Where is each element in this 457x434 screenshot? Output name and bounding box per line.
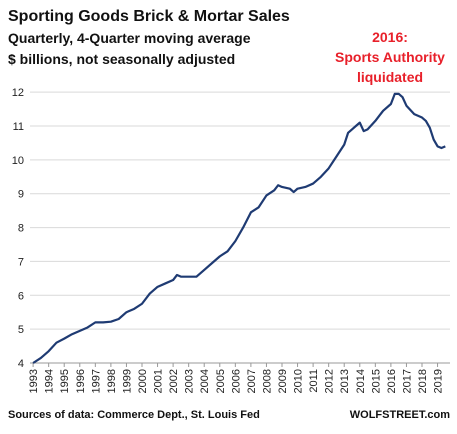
chart-subtitle: Quarterly, 4-Quarter moving average — [8, 30, 251, 46]
annotation: Sports Authority — [335, 49, 445, 65]
x-tick-label: 2004 — [199, 369, 211, 393]
x-tick-label: 1995 — [59, 369, 71, 393]
y-tick-label: 7 — [18, 256, 24, 268]
x-tick-label: 2017 — [401, 369, 413, 393]
y-tick-label: 11 — [13, 121, 24, 133]
x-tick-label: 2001 — [153, 369, 165, 393]
x-tick-label: 2013 — [339, 369, 351, 393]
line-series — [32, 92, 446, 364]
x-tick-label: 2012 — [324, 369, 336, 393]
x-tick-label: 2005 — [215, 369, 227, 393]
chart-title: Sporting Goods Brick & Mortar Sales — [8, 8, 290, 25]
x-tick-label: 2014 — [355, 369, 367, 393]
x-tick-label: 1994 — [44, 369, 56, 393]
x-tick-label: 2011 — [308, 369, 320, 393]
y-tick-label: 12 — [12, 87, 24, 99]
x-tick-label: 2009 — [277, 369, 289, 393]
x-tick-label: 2019 — [433, 369, 445, 393]
x-tick-label: 2003 — [184, 369, 196, 393]
y-tick-label: 8 — [18, 223, 24, 235]
x-tick-label: 2007 — [246, 369, 258, 393]
y-tick-label: 9 — [18, 189, 24, 201]
x-tick-label: 2008 — [261, 369, 273, 393]
x-tick-label: 2000 — [137, 369, 149, 393]
x-tick-label: 2010 — [293, 369, 305, 393]
chart-subtitle: $ billions, not seasonally adjusted — [8, 51, 235, 67]
x-tick-label: 1999 — [121, 369, 133, 393]
x-tick-label: 1993 — [28, 369, 40, 393]
x-tick-label: 2006 — [230, 369, 242, 393]
brand: WOLFSTREET.com — [350, 409, 450, 421]
x-tick-label: 1997 — [90, 369, 102, 393]
x-tick-label: 1996 — [75, 369, 87, 393]
y-tick-label: 10 — [12, 155, 24, 167]
annotation: liquidated — [357, 69, 423, 85]
y-tick-label: 6 — [18, 290, 24, 302]
x-tick-label: 1998 — [106, 369, 118, 393]
source: Sources of data: Commerce Dept., St. Lou… — [8, 409, 260, 421]
x-tick-label: 2002 — [168, 369, 180, 393]
y-tick-label: 5 — [18, 324, 24, 336]
x-tick-label: 2015 — [370, 369, 382, 393]
x-tick-label: 2018 — [417, 369, 429, 393]
y-tick-label: 4 — [18, 358, 24, 370]
x-tick-label: 2016 — [386, 369, 398, 393]
annotation: 2016: — [372, 29, 408, 45]
